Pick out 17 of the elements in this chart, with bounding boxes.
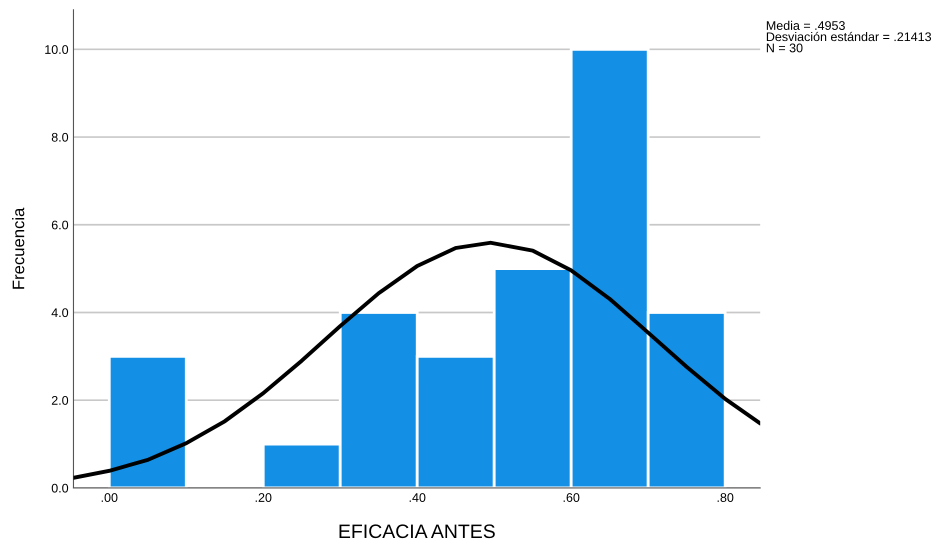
x-tick-label: .60 <box>564 493 580 502</box>
line-series <box>73 240 760 480</box>
y-tick-label: 2.0 <box>52 396 68 405</box>
y-tick-label: 0.0 <box>52 484 68 493</box>
y-tick-label: 4.0 <box>52 308 68 318</box>
text: N = 30 <box>766 44 803 52</box>
x-tick-label: .80 <box>718 493 734 502</box>
x-axis-title: EFICACIA ANTES <box>340 524 495 538</box>
x-tick-label: .20 <box>256 493 272 502</box>
y-tick-label: 10.0 <box>45 45 68 54</box>
x-tick-label: .40 <box>410 493 426 502</box>
y-tick-label: 8.0 <box>52 132 68 142</box>
text: Desviación estándar = .21413 <box>766 32 932 42</box>
x-tick-label: .00 <box>102 493 118 502</box>
text: Media = .4953 <box>766 20 845 30</box>
y-axis-title: Frecuencia <box>12 208 24 289</box>
y-tick-label: 6.0 <box>52 220 68 230</box>
